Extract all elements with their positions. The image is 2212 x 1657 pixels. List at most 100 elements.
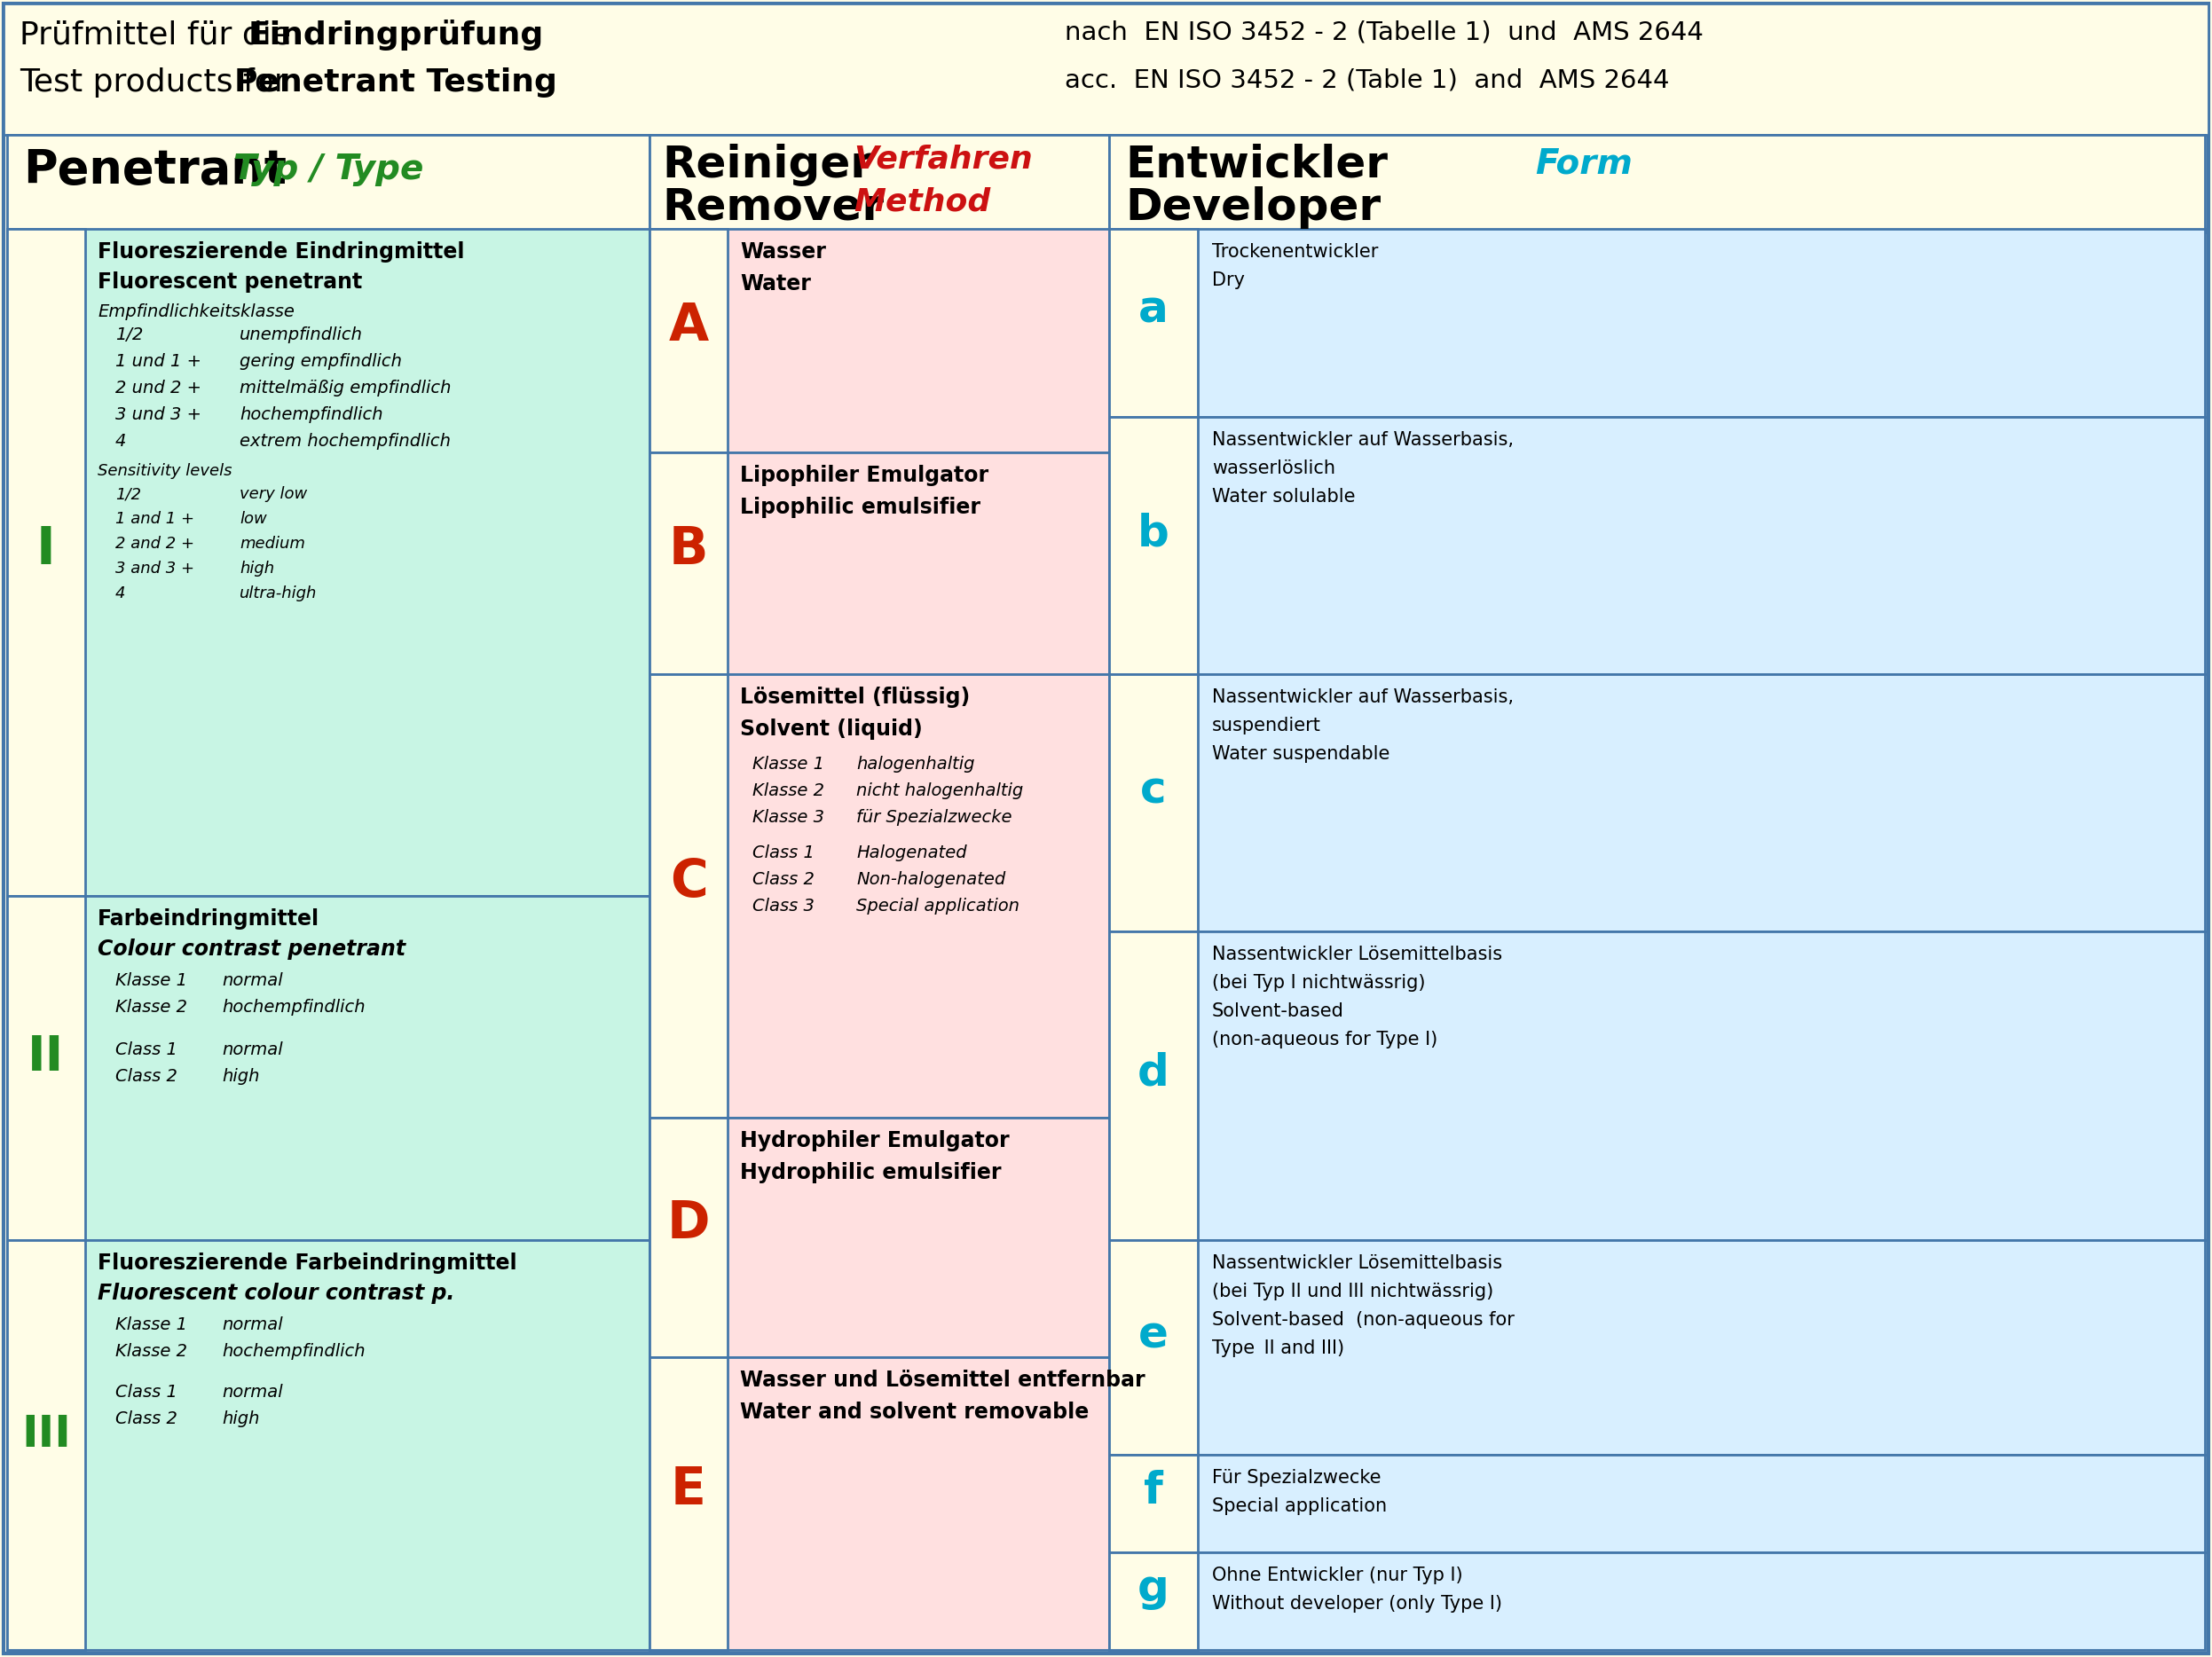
Text: extrem hochempfindlich: extrem hochempfindlich xyxy=(239,432,451,449)
Text: Test products for: Test products for xyxy=(20,68,296,98)
Text: II: II xyxy=(29,1034,64,1082)
Text: Class 2: Class 2 xyxy=(752,872,814,888)
Bar xyxy=(7,134,650,232)
Text: c: c xyxy=(1141,769,1166,812)
Text: unempfindlich: unempfindlich xyxy=(239,326,363,343)
Text: ultra-high: ultra-high xyxy=(239,585,316,601)
Bar xyxy=(7,896,650,1239)
Text: halogenhaltig: halogenhaltig xyxy=(856,756,975,772)
Text: Empfindlichkeitsklasse: Empfindlichkeitsklasse xyxy=(97,303,294,320)
Text: Special application: Special application xyxy=(1212,1498,1387,1514)
Text: Wasser und Lösemittel entfernbar: Wasser und Lösemittel entfernbar xyxy=(741,1370,1146,1390)
Bar xyxy=(650,674,728,1118)
Text: very low: very low xyxy=(239,486,307,502)
Text: A: A xyxy=(668,302,708,351)
Text: Lösemittel (flüssig): Lösemittel (flüssig) xyxy=(741,686,971,708)
Text: Class 2: Class 2 xyxy=(115,1069,177,1085)
Text: high: high xyxy=(221,1410,259,1427)
Text: Class 2: Class 2 xyxy=(115,1410,177,1427)
Text: Remover: Remover xyxy=(661,186,885,229)
Bar xyxy=(4,3,2208,134)
Text: nicht halogenhaltig: nicht halogenhaltig xyxy=(856,782,1024,799)
Text: Verfahren: Verfahren xyxy=(854,144,1033,174)
Text: medium: medium xyxy=(239,535,305,552)
Text: Water: Water xyxy=(741,273,812,295)
Text: Reiniger: Reiniger xyxy=(661,144,872,186)
Text: für Spezialzwecke: für Spezialzwecke xyxy=(856,809,1011,825)
Text: Fluoreszierende Farbeindringmittel: Fluoreszierende Farbeindringmittel xyxy=(97,1253,518,1274)
Text: normal: normal xyxy=(221,1041,283,1059)
Text: low: low xyxy=(239,510,268,527)
Text: f: f xyxy=(1144,1470,1164,1513)
Bar xyxy=(1108,418,1199,674)
Bar xyxy=(1108,674,1199,931)
Bar xyxy=(650,134,1108,232)
Text: 4: 4 xyxy=(115,432,126,449)
Bar xyxy=(650,1357,728,1650)
Text: normal: normal xyxy=(221,973,283,989)
Text: Typ / Type: Typ / Type xyxy=(232,152,422,186)
Bar xyxy=(650,229,1108,452)
Text: mittelmäßig empfindlich: mittelmäßig empfindlich xyxy=(239,379,451,396)
Bar xyxy=(1108,1239,1199,1455)
Bar xyxy=(1108,931,2205,1239)
Text: e: e xyxy=(1139,1314,1168,1357)
Text: I: I xyxy=(35,525,55,575)
Text: hochempfindlich: hochempfindlich xyxy=(221,1342,365,1360)
Text: Solvent-based: Solvent-based xyxy=(1212,1002,1345,1021)
Bar xyxy=(1108,1239,2205,1455)
Text: d: d xyxy=(1137,1052,1170,1095)
Text: Nassentwickler Lösemittelbasis: Nassentwickler Lösemittelbasis xyxy=(1212,1254,1502,1273)
Bar xyxy=(1108,931,1199,1239)
Bar xyxy=(650,1357,1108,1650)
Text: Water and solvent removable: Water and solvent removable xyxy=(741,1402,1088,1423)
Text: Water suspendable: Water suspendable xyxy=(1212,746,1389,762)
Text: a: a xyxy=(1139,290,1168,331)
Bar xyxy=(1108,1455,2205,1553)
Text: Solvent-based  (non-aqueous for: Solvent-based (non-aqueous for xyxy=(1212,1311,1515,1329)
Bar xyxy=(1108,1553,1199,1650)
Bar xyxy=(1108,229,1199,418)
Text: Nassentwickler Lösemittelbasis: Nassentwickler Lösemittelbasis xyxy=(1212,946,1502,963)
Text: suspendiert: suspendiert xyxy=(1212,717,1321,734)
Text: Class 3: Class 3 xyxy=(752,898,814,915)
Text: Type II and III): Type II and III) xyxy=(1212,1339,1345,1357)
Text: (bei Typ II und III nichtwässrig): (bei Typ II und III nichtwässrig) xyxy=(1212,1283,1493,1301)
Text: Special application: Special application xyxy=(856,898,1020,915)
Text: 1 and 1 +: 1 and 1 + xyxy=(115,510,195,527)
Text: Farbeindringmittel: Farbeindringmittel xyxy=(97,908,319,930)
Text: nach  EN ISO 3452 - 2 (Tabelle 1)  und  AMS 2644: nach EN ISO 3452 - 2 (Tabelle 1) und AMS… xyxy=(1064,20,1703,45)
Text: 4: 4 xyxy=(115,585,126,601)
Text: Method: Method xyxy=(854,186,991,217)
Bar xyxy=(1108,418,2205,674)
Bar xyxy=(650,1118,1108,1357)
Text: high: high xyxy=(221,1069,259,1085)
Text: Class 1: Class 1 xyxy=(752,845,814,862)
Text: Hydrophiler Emulgator: Hydrophiler Emulgator xyxy=(741,1130,1009,1152)
Text: Klasse 3: Klasse 3 xyxy=(752,809,825,825)
Text: Eindringprüfung: Eindringprüfung xyxy=(248,20,544,51)
Text: Klasse 2: Klasse 2 xyxy=(752,782,825,799)
Text: Hydrophilic emulsifier: Hydrophilic emulsifier xyxy=(741,1162,1002,1183)
Bar xyxy=(7,1239,650,1650)
Text: 1 und 1 +: 1 und 1 + xyxy=(115,353,201,370)
Bar xyxy=(650,674,1108,1118)
Text: (bei Typ I nichtwässrig): (bei Typ I nichtwässrig) xyxy=(1212,974,1425,993)
Text: Nassentwickler auf Wasserbasis,: Nassentwickler auf Wasserbasis, xyxy=(1212,688,1513,706)
Bar xyxy=(7,896,86,1239)
Text: Ohne Entwickler (nur Typ I): Ohne Entwickler (nur Typ I) xyxy=(1212,1566,1462,1584)
Text: Fluorescent penetrant: Fluorescent penetrant xyxy=(97,272,363,293)
Text: 3 und 3 +: 3 und 3 + xyxy=(115,406,201,423)
Text: Prüfmittel für die: Prüfmittel für die xyxy=(20,20,301,50)
Text: B: B xyxy=(668,524,708,575)
Text: Fluorescent colour contrast p.: Fluorescent colour contrast p. xyxy=(97,1283,456,1304)
Text: Penetrant Testing: Penetrant Testing xyxy=(234,68,557,98)
Text: Colour contrast penetrant: Colour contrast penetrant xyxy=(97,938,405,959)
Bar xyxy=(1108,229,2205,418)
Text: hochempfindlich: hochempfindlich xyxy=(221,999,365,1016)
Text: Halogenated: Halogenated xyxy=(856,845,967,862)
Text: 3 and 3 +: 3 and 3 + xyxy=(115,560,195,577)
Text: Dry: Dry xyxy=(1212,272,1245,290)
Text: Entwickler: Entwickler xyxy=(1126,144,1387,186)
Text: Klasse 1: Klasse 1 xyxy=(115,1316,188,1334)
